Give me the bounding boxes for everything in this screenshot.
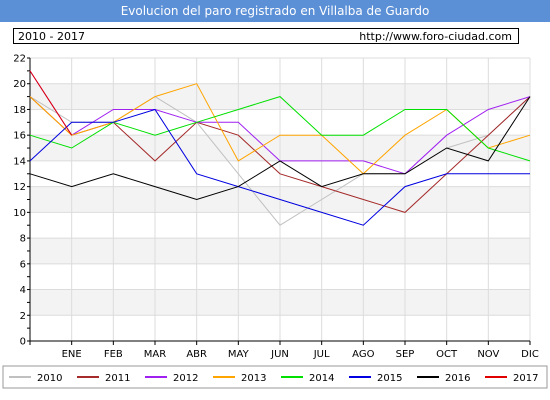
y-tick-label: 18 <box>13 105 26 116</box>
year-range: 2010 - 2017 <box>18 30 85 43</box>
legend-box <box>2 365 548 389</box>
x-tick-label: AGO <box>352 349 374 360</box>
legend-label-2011: 2011 <box>105 373 130 384</box>
x-tick-label: SEP <box>396 349 415 360</box>
x-tick-label: DIC <box>521 349 539 360</box>
x-tick-label: ENE <box>62 349 82 360</box>
series-line-2015 <box>29 108 530 226</box>
y-tick-label: 14 <box>13 156 26 167</box>
y-tick-label: 8 <box>20 234 26 245</box>
y-tick-label: 4 <box>20 285 26 296</box>
legend-label-2015: 2015 <box>377 373 402 384</box>
x-tick-label: NOV <box>477 349 499 360</box>
x-tick-label: FEB <box>104 349 123 360</box>
source-url: http://www.foro-ciudad.com <box>359 30 512 43</box>
y-tick-label: 12 <box>13 182 26 193</box>
y-tick-label: 0 <box>20 337 26 348</box>
y-tick-label: 6 <box>20 259 26 270</box>
y-tick-label: 2 <box>20 311 26 322</box>
x-tick-label: OCT <box>436 349 458 360</box>
x-tick-label: ABR <box>186 349 207 360</box>
legend-label-2012: 2012 <box>173 373 198 384</box>
legend-label-2016: 2016 <box>445 373 470 384</box>
x-tick-label: JUL <box>313 349 330 360</box>
x-tick-label: MAR <box>144 349 166 360</box>
x-tick-label: JUN <box>270 349 289 360</box>
y-tick-label: 16 <box>13 131 26 142</box>
legend-label-2017: 2017 <box>513 373 538 384</box>
y-tick-label: 22 <box>13 54 26 65</box>
legend-label-2010: 2010 <box>37 373 62 384</box>
chart-title: Evolucion del paro registrado en Villalb… <box>0 0 550 22</box>
info-bar: 2010 - 2017 http://www.foro-ciudad.com <box>13 28 519 44</box>
series-line-2016 <box>29 96 531 201</box>
y-tick-label: 10 <box>13 208 26 219</box>
y-tick-label: 20 <box>13 79 26 90</box>
legend-label-2014: 2014 <box>309 373 334 384</box>
x-tick-label: MAY <box>228 349 250 360</box>
legend-label-2013: 2013 <box>241 373 266 384</box>
